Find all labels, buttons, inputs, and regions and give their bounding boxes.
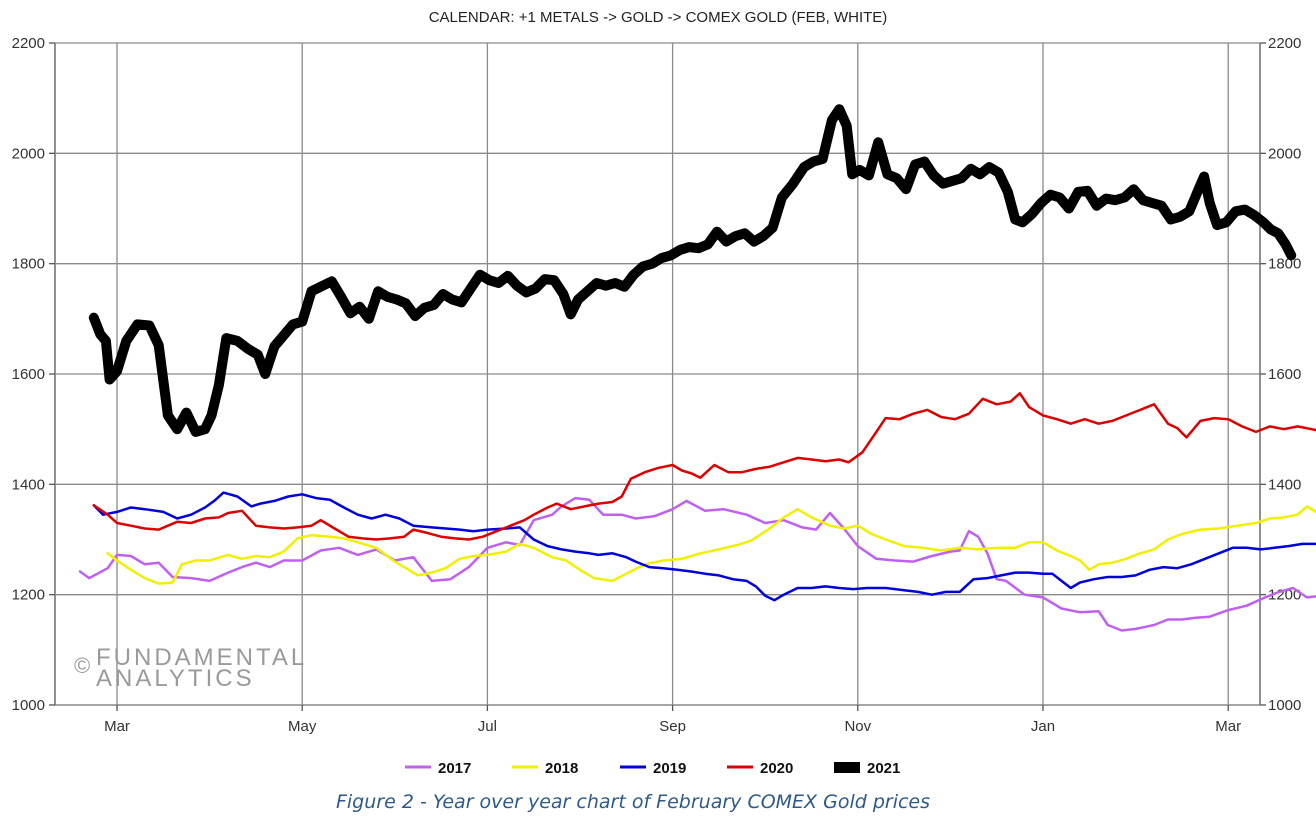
- y-tick-label-right: 2200: [1268, 35, 1301, 52]
- y-axis-right: 1000 1200 1400 1600 1800 2000 2200: [1260, 35, 1301, 714]
- x-tick-label: Mar: [1215, 718, 1241, 735]
- x-tick-label: Mar: [104, 718, 130, 735]
- y-tick-label-left: 1400: [12, 476, 45, 493]
- y-tick-label-right: 1800: [1268, 256, 1301, 273]
- legend-label-2021: 2021: [867, 760, 900, 777]
- y-tick-label-left: 1000: [12, 697, 45, 714]
- y-tick-label-right: 1000: [1268, 697, 1301, 714]
- y-axis-left: 1000 1200 1400 1600 1800 2000 2200: [12, 35, 55, 714]
- series-line-2020: [92, 392, 1316, 541]
- series-lines: [78, 104, 1316, 632]
- x-tick-label: Jan: [1031, 718, 1055, 735]
- copyright-symbol: ©: [74, 653, 90, 678]
- legend: 2017 2018 2019 2020 2021: [405, 760, 900, 777]
- y-tick-label-left: 2000: [12, 145, 45, 162]
- y-tick-label-left: 1200: [12, 587, 45, 604]
- watermark-line-1: FUNDAMENTAL: [96, 644, 307, 671]
- series-line-2017: [78, 496, 1316, 632]
- x-axis: Mar May Jul Sep Nov Jan Mar: [104, 705, 1241, 735]
- legend-label-2018: 2018: [545, 760, 578, 777]
- x-tick-label: May: [288, 718, 317, 735]
- watermark-line-2: ANALYTICS: [96, 665, 255, 692]
- y-tick-label-right: 1600: [1268, 366, 1301, 383]
- series-line-2021: [88, 104, 1297, 437]
- x-tick-label: Sep: [659, 718, 686, 735]
- series-line-2019: [92, 491, 1316, 602]
- y-tick-label-left: 1800: [12, 256, 45, 273]
- x-tick-label: Nov: [844, 718, 871, 735]
- y-tick-label-left: 2200: [12, 35, 45, 52]
- chart-title: CALENDAR: +1 METALS -> GOLD -> COMEX GOL…: [429, 9, 888, 26]
- legend-label-2019: 2019: [653, 760, 686, 777]
- y-tick-label-right: 1200: [1268, 587, 1301, 604]
- legend-label-2017: 2017: [438, 760, 471, 777]
- grid: [54, 42, 1261, 706]
- legend-label-2020: 2020: [760, 760, 793, 777]
- figure-caption: Figure 2 - Year over year chart of Febru…: [335, 791, 931, 813]
- y-tick-label-right: 1400: [1268, 476, 1301, 493]
- legend-swatch-2021: [834, 762, 860, 773]
- x-tick-label: Jul: [478, 718, 497, 735]
- series-line-2018: [106, 505, 1316, 585]
- y-tick-label-right: 2000: [1268, 145, 1301, 162]
- watermark: © FUNDAMENTAL ANALYTICS: [74, 644, 307, 692]
- y-tick-label-left: 1600: [12, 366, 45, 383]
